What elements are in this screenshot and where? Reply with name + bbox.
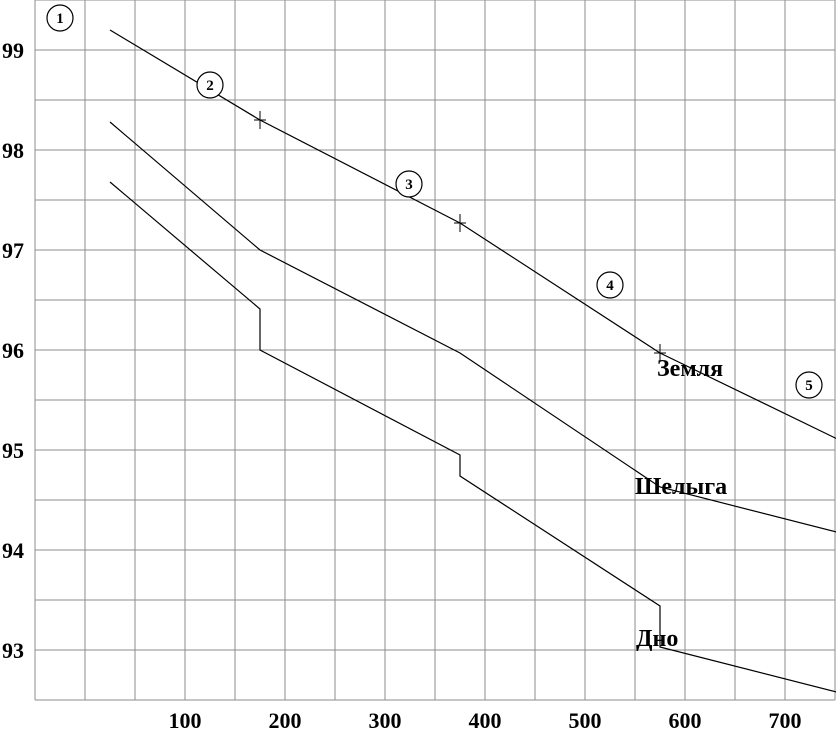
y-tick-label: 98 [2, 138, 24, 163]
series-lines [109, 29, 836, 693]
point-number-label: 4 [606, 278, 614, 294]
x-tick-label: 600 [669, 708, 702, 733]
series-label-zemlya: Земля [657, 356, 723, 382]
point-number-circle [395, 170, 423, 198]
x-tick-label: 500 [569, 708, 602, 733]
x-tick-label: 400 [469, 708, 502, 733]
point-number-label: 2 [206, 78, 214, 94]
x-tick-label: 100 [169, 708, 202, 733]
x-tick-label: 300 [369, 708, 402, 733]
y-tick-label: 96 [2, 338, 24, 363]
point-markers: 1 2 3 4 5 [46, 4, 823, 399]
series-line-shelyga [109, 121, 836, 533]
series-label-dno: Дно [636, 626, 678, 652]
series-line-dno [109, 181, 836, 693]
grid [34, 0, 836, 701]
y-tick-label: 97 [2, 238, 24, 263]
x-tick-label: 700 [769, 708, 802, 733]
y-axis-tick-labels: 93 94 95 96 97 98 99 [2, 38, 24, 663]
point-number-circle [196, 71, 224, 99]
point-number-circle [46, 4, 74, 32]
y-tick-label: 99 [2, 38, 24, 63]
point-number-circle [596, 271, 624, 299]
y-tick-label: 93 [2, 638, 24, 663]
point-number-circle [795, 371, 823, 399]
x-tick-label: 200 [269, 708, 302, 733]
x-axis-tick-labels: 100 200 300 400 500 600 700 [169, 708, 802, 733]
y-tick-label: 94 [2, 538, 24, 563]
point-number-label: 1 [56, 11, 64, 27]
series-labels: Земля Шелыга Дно [635, 356, 727, 652]
point-number-label: 5 [805, 378, 813, 394]
y-tick-label: 95 [2, 438, 24, 463]
point-number-label: 3 [405, 177, 413, 193]
series-label-shelyga: Шелыга [635, 474, 727, 500]
